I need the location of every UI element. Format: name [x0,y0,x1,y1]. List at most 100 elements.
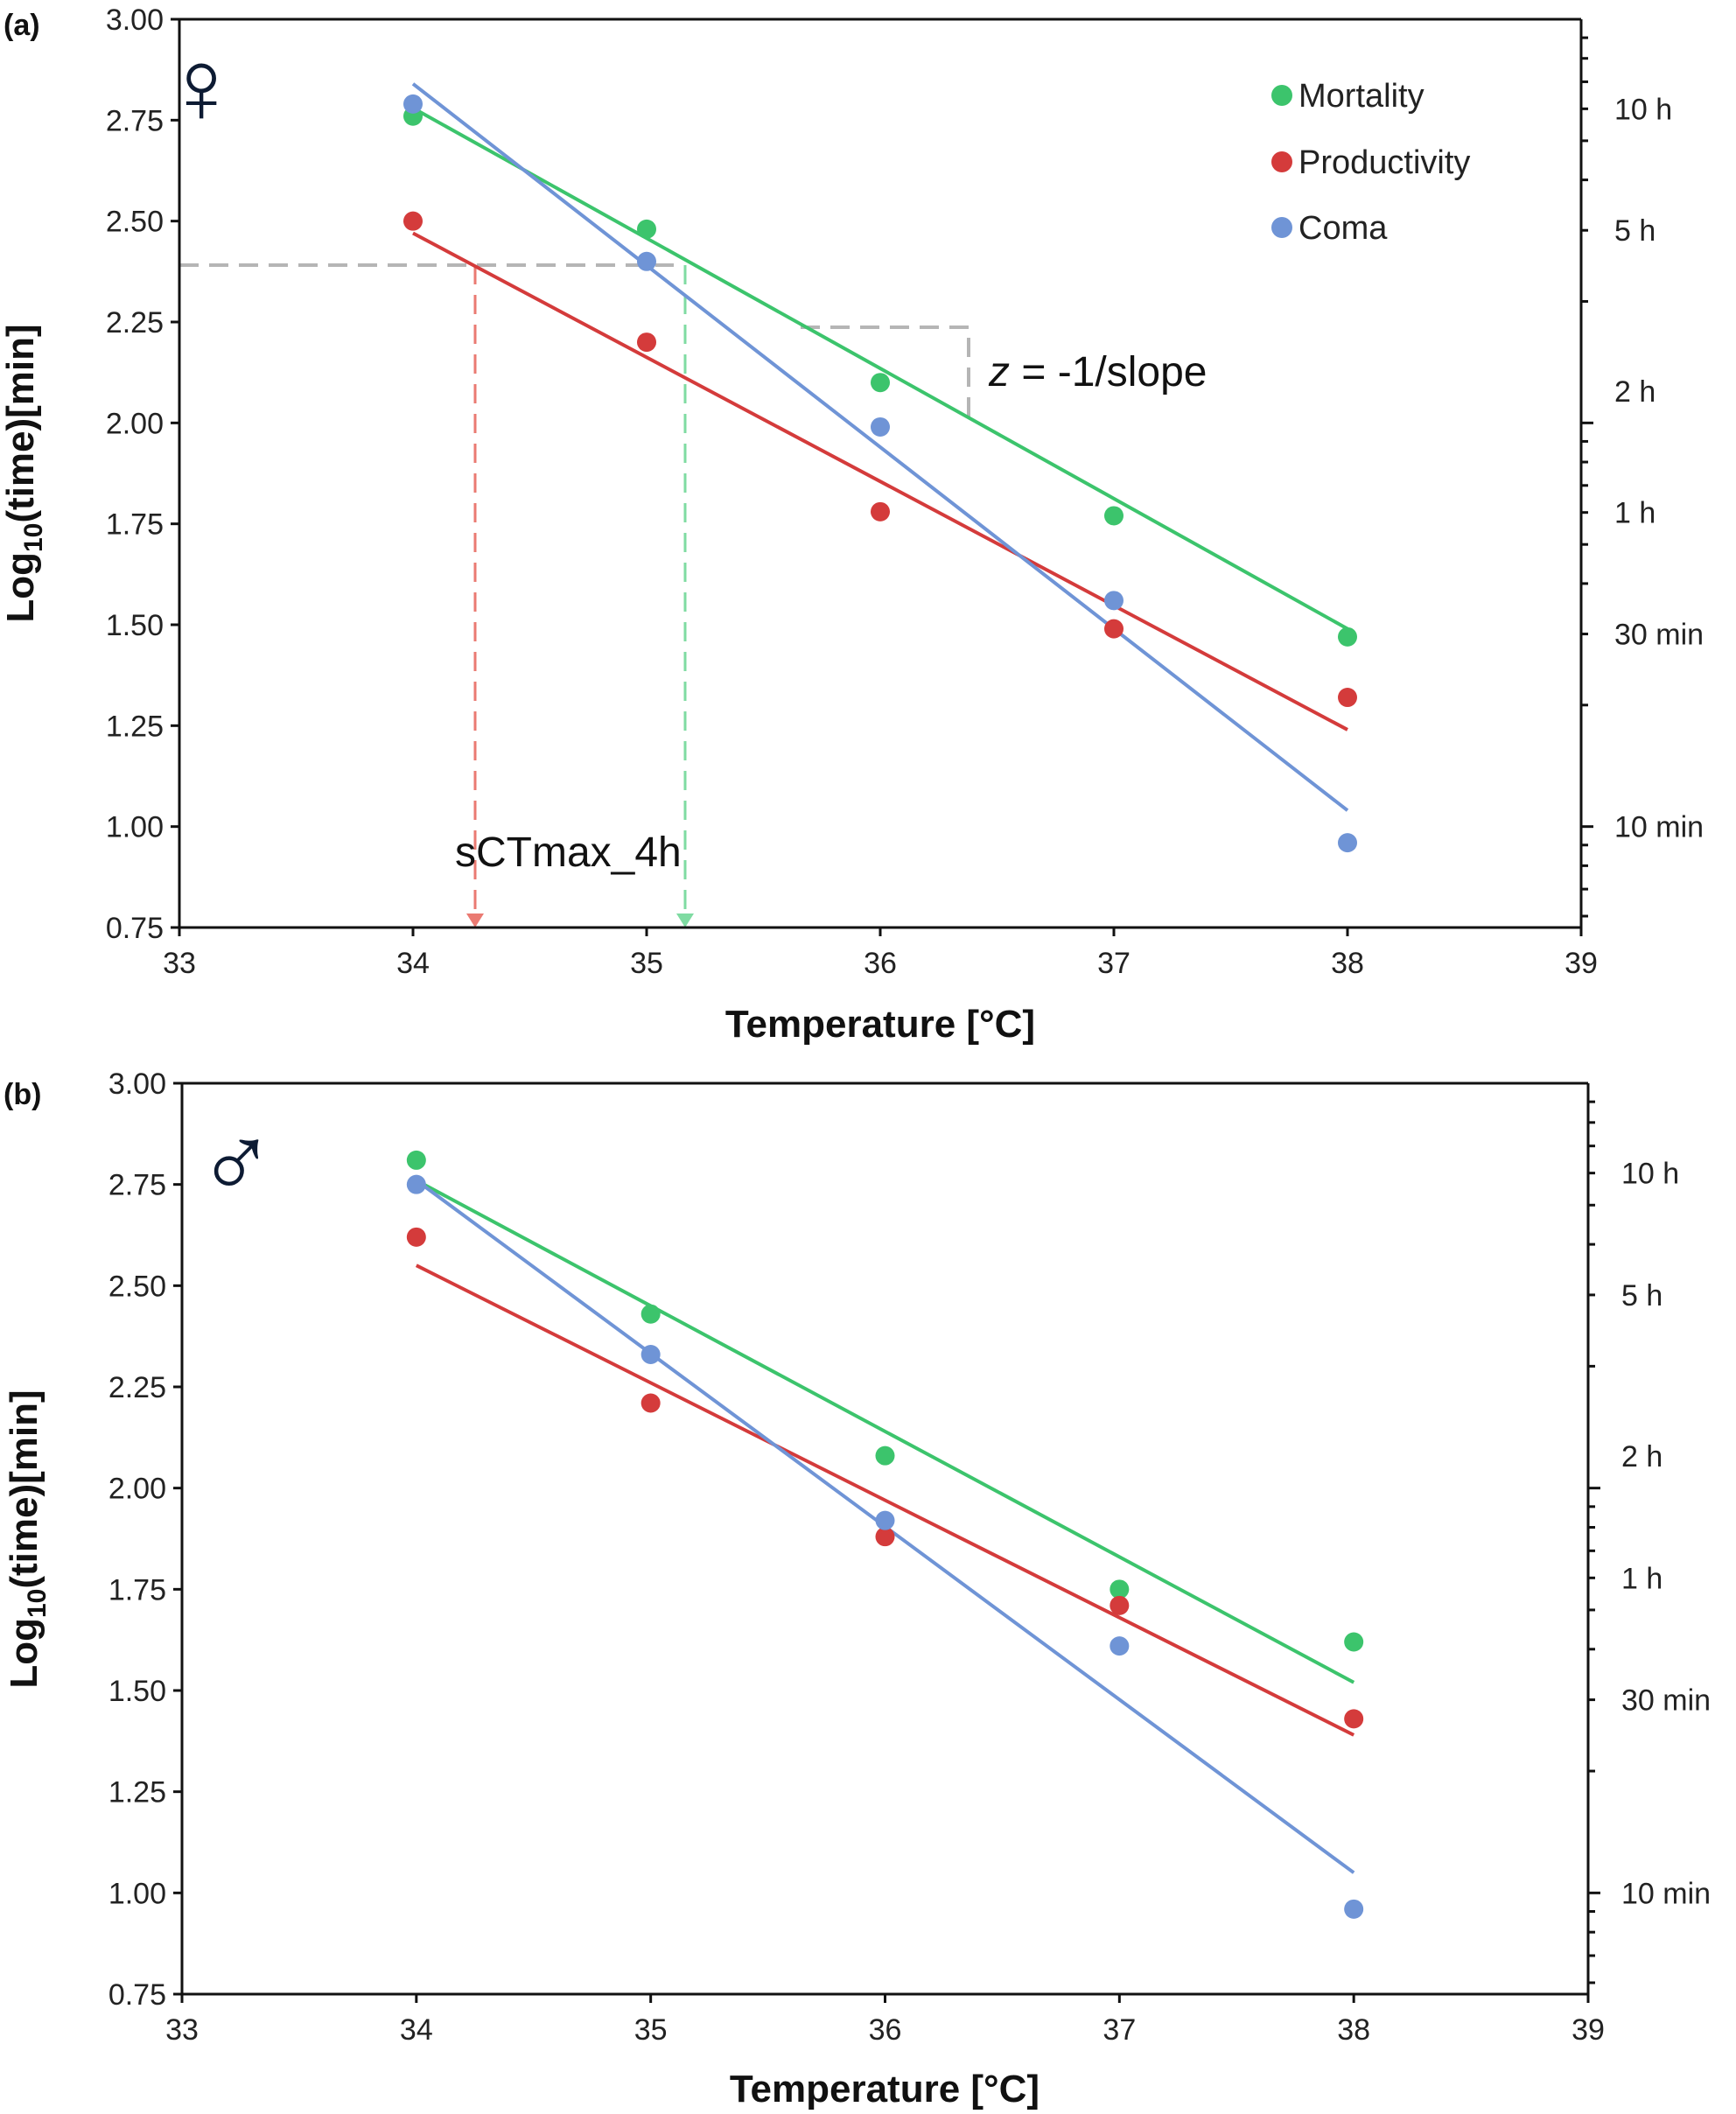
x-tick-label: 34 [396,947,430,980]
y-tick-label: 2.50 [108,1270,166,1303]
mortality-point [637,219,656,239]
right-axis-label: 2 h [1621,1440,1662,1474]
legend-marker-mortality [1271,85,1292,106]
coma-point [406,1174,426,1194]
y-tick-label: 0.75 [106,912,164,945]
legend-marker-productivity [1271,151,1292,172]
productivity-point [1344,1709,1364,1729]
slope-triangle-guide [801,326,970,424]
mortality-point [1338,626,1357,647]
productivity-fit-line [412,231,1348,732]
y-tick-label: 3.00 [106,4,164,37]
right-axis-label: 5 h [1614,214,1656,248]
productivity-point [640,1393,661,1413]
mortality-point [875,1446,895,1466]
y-tick-label: 1.75 [106,508,164,542]
right-axis-label: 10 h [1621,1158,1679,1191]
y-tick-label: 2.25 [108,1371,166,1404]
y-tick-label: 1.00 [106,811,164,844]
y-tick-label: 1.50 [108,1675,166,1708]
productivity-point [406,1227,426,1247]
mortality-point [871,373,890,393]
y-axis-title-rest: (time)[min] [0,324,42,522]
y-axis-title-main: Log [3,1618,46,1689]
y-axis-title-main: Log [0,552,42,623]
sctmax-annotation: sCTmax_4h [455,830,682,876]
y-axis-title: Log10(time)[min] [0,324,48,622]
x-tick-label: 38 [1337,2013,1370,2047]
mortality-fit-line [415,1179,1355,1684]
coma-point [1338,833,1357,853]
right-axis-label: 10 min [1621,1877,1711,1910]
coma-point [640,1344,661,1364]
coma-point [637,251,656,271]
right-axis-label: 10 min [1614,811,1704,844]
x-tick-label: 34 [400,2013,433,2047]
x-axis-title: Temperature [°C] [730,2068,1040,2110]
legend-label-mortality: Mortality [1298,78,1424,115]
mortality-point [1344,1632,1364,1652]
mortality-point [406,1150,426,1170]
legend-label-coma: Coma [1298,210,1388,247]
mortality-point [1104,506,1124,526]
panel-a-points [403,94,1357,853]
x-tick-label: 37 [1102,2013,1136,2047]
y-tick-label: 0.75 [108,1978,166,2012]
productivity-point [637,332,656,353]
y-tick-label: 2.75 [106,104,164,137]
panel-b-axes [180,1082,1590,1996]
y-axis-title: Log10(time)[min] [3,1390,52,1688]
sctmax-productivity-arrow [466,914,484,928]
female-symbol: ♀ [162,28,241,145]
x-tick-label: 33 [165,2013,199,2047]
productivity-point [871,501,890,522]
coma-point [875,1510,895,1530]
x-axis-title: Temperature [°C] [725,1003,1035,1046]
x-tick-label: 38 [1331,947,1364,980]
panel-a-guides [179,263,970,928]
y-tick-label: 3.00 [108,1068,166,1101]
slope-annotation-variable: z [988,349,1010,396]
productivity-point [1338,688,1357,708]
panel-a-label: (a) [4,9,40,42]
coma-point [1344,1899,1364,1919]
legend-item-mortality: Mortality [1271,78,1424,115]
mortality-point [1110,1579,1130,1600]
slope-annotation: z = -1/slope [988,349,1207,396]
x-tick-label: 35 [634,2013,668,2047]
mortality-fit-line [412,106,1348,631]
x-tick-label: 33 [163,947,196,980]
panel-b-ticks: 0.75 1.00 1.25 1.50 1.75 2.00 2.25 2.50 2.75 3.00… [108,1068,1711,2047]
x-tick-label: 36 [864,947,897,980]
y-tick-label: 1.25 [108,1776,166,1810]
coma-fit-line [411,82,1349,812]
coma-point [1110,1636,1130,1656]
y-tick-label: 1.75 [108,1573,166,1606]
productivity-point [1110,1595,1130,1615]
right-axis-label: 1 h [1614,497,1656,530]
y-tick-label: 2.50 [106,206,164,239]
x-tick-label: 39 [1572,2013,1605,2047]
panel-b: (b) ♂ 0.75 1.00 1.25 1.50 1.75 2.00 2.25 2.50 2.… [3,1068,1711,2110]
legend-item-coma: Coma [1271,210,1388,247]
panel-a: (a) ♀ 0.75 1.00 1.25 1.50 1.75 2.00 2.25 2.50 2.… [0,4,1704,1046]
y-axis-title-subscript: 10 [23,1589,52,1618]
right-axis-label: 30 min [1614,619,1704,652]
sctmax-mortality-arrow [676,914,694,928]
y-tick-label: 2.25 [106,306,164,340]
y-tick-label: 2.00 [108,1473,166,1506]
panel-a-fit-lines [411,82,1349,812]
productivity-point [875,1527,895,1547]
legend: Mortality Productivity Coma [1271,78,1470,247]
productivity-fit-line [415,1264,1355,1737]
y-axis-title-subscript: 10 [19,523,48,552]
panel-b-points [406,1150,1364,1919]
right-axis-label: 1 h [1621,1562,1662,1595]
right-axis-label: 10 h [1614,93,1672,126]
y-tick-label: 1.00 [108,1877,166,1910]
legend-marker-coma [1271,217,1292,238]
right-axis-label: 2 h [1614,375,1656,409]
y-tick-label: 2.00 [106,407,164,440]
x-tick-label: 36 [869,2013,902,2047]
panel-a-ticks: 0.75 1.00 1.25 1.50 1.75 2.00 2.25 2.50 2.75 3.00… [106,4,1704,980]
